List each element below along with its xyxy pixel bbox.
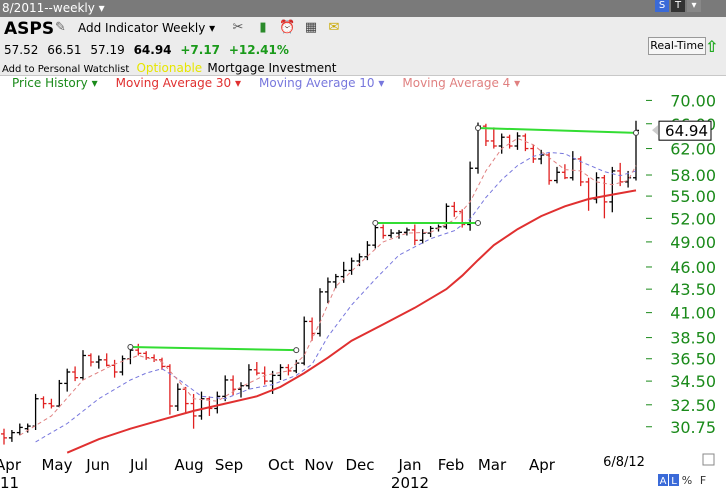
legend-item[interactable]: Moving Average 10 ▾ (247, 76, 385, 90)
add-watchlist-link[interactable]: Add to Personal Watchlist (2, 64, 130, 75)
crosshair-tools-icon[interactable]: ✂ (232, 20, 244, 35)
price-chart[interactable]: 70.0066.0062.0058.0055.0052.0049.0046.00… (0, 92, 726, 494)
period-selector[interactable]: 8/2011--weekly ▾ (2, 1, 105, 15)
arithmetic-button (658, 474, 668, 486)
change-pct-value: +12.41% (228, 43, 289, 57)
x-tick-label: Dec (345, 456, 374, 474)
indicator-legend: Price History ▾ Moving Average 30 ▾ Movi… (0, 76, 526, 90)
high-value: 66.51 (47, 43, 82, 57)
y-tick-label: 62.00 (670, 140, 716, 159)
period-bar[interactable]: 8/2011--weekly ▾ S T ▾ (0, 0, 726, 17)
t-icon[interactable]: T (671, 0, 685, 12)
y-tick-label: 55.00 (670, 187, 716, 206)
date-label: 6/8/12 (603, 455, 645, 470)
x-tick-label: Feb (438, 456, 465, 474)
y-tick-label: 52.00 (670, 209, 716, 228)
last-price-box (658, 120, 712, 141)
last-price-label: 64.94 (665, 122, 708, 140)
trendline-handle (372, 219, 379, 226)
alarm-clock-icon[interactable]: ⏰ (279, 20, 296, 35)
low-value: 57.19 (90, 43, 125, 57)
source-icons: S T ▾ (655, 0, 703, 12)
chart-toolbar: ASPS ✎ Add Indicator Weekly ▾ ✂ ▮ ⏰ ▦ ✉ … (0, 17, 726, 76)
y-tick-label: 58.00 (670, 166, 716, 185)
y-tick-label: 70.00 (670, 92, 716, 110)
y-tick-label: 32.50 (670, 396, 716, 415)
x-tick-label: Jan (397, 456, 421, 474)
log-button-label: L (671, 476, 677, 487)
quote-line: 57.52 66.51 57.19 64.94 +7.17 +12.41% (4, 43, 294, 57)
y-tick-label: 43.50 (670, 280, 716, 299)
trendline-handle (633, 129, 639, 136)
legend-item[interactable]: Moving Average 30 ▾ (103, 76, 241, 90)
add-indicator-button[interactable]: Add Indicator (78, 21, 159, 35)
x-tick-label: Oct (268, 456, 294, 474)
percent-button: % (682, 474, 692, 487)
legend-item[interactable]: Price History ▾ (0, 76, 98, 90)
arithmetic-button-label: A (660, 476, 667, 487)
x-tick-label: May (41, 456, 72, 474)
s-icon[interactable]: S (655, 0, 669, 12)
series-line (66, 189, 637, 454)
x-tick-label: Jun (85, 456, 109, 474)
notes-icon[interactable]: ✉ (328, 20, 340, 35)
up-arrow-icon: ⇧ (705, 37, 719, 56)
y-tick-label: 30.75 (670, 418, 716, 437)
x-tick-label: Aug (174, 456, 203, 474)
y-tick-label: 34.50 (670, 372, 716, 391)
chevron-down-icon[interactable]: ▾ (98, 1, 105, 15)
x-tick-label: Nov (304, 456, 333, 474)
x-tick-label: Mar (478, 456, 507, 474)
legend-item[interactable]: Moving Average 4 ▾ (390, 76, 521, 90)
last-value: 64.94 (133, 43, 172, 57)
last-price-pointer (652, 125, 658, 136)
pencil-icon (702, 453, 715, 466)
x-tick-label: Jul (129, 456, 148, 474)
x-tick-label: Apr (0, 456, 22, 474)
gear-icon[interactable]: ✎ (55, 20, 66, 35)
calculator-icon[interactable]: ▦ (304, 20, 318, 35)
x-tick-label: Apr (529, 456, 556, 474)
x-year-label: 2012 (391, 474, 429, 492)
chevron-down-icon: ▾ (209, 21, 216, 35)
y-tick-label: 46.00 (670, 258, 716, 277)
trendline-handle (475, 124, 481, 131)
interval-label: Weekly (162, 21, 206, 35)
open-value: 57.52 (4, 43, 39, 57)
trendline-handle (293, 347, 300, 354)
realtime-button[interactable]: Real-Time (648, 37, 706, 55)
log-button (669, 474, 679, 486)
fit-button: F (700, 474, 706, 487)
series-line (35, 151, 637, 443)
menu-icon[interactable]: ▾ (687, 0, 701, 12)
symbol-label[interactable]: ASPS (4, 19, 55, 39)
trendline-handle (475, 219, 481, 226)
x-tick-label: Sep (215, 456, 243, 474)
y-tick-label: 49.00 (670, 233, 716, 252)
trendline (130, 345, 297, 352)
interval-select[interactable]: Weekly ▾ (162, 21, 215, 35)
y-tick-label: 36.50 (670, 350, 716, 369)
y-tick-label: 38.50 (670, 329, 716, 348)
candlestick-icon[interactable]: ▮ (259, 20, 267, 35)
x-year-label: 11 (0, 474, 19, 492)
info-links: Add to Personal Watchlist Optionable Mor… (2, 61, 336, 75)
optionable-label: Optionable (136, 61, 203, 75)
trendline-handle (127, 343, 134, 350)
trendline (477, 126, 637, 134)
industry-label[interactable]: Mortgage Investment (207, 61, 337, 75)
y-tick-label: 41.00 (670, 304, 716, 323)
period-label: 8/2011--weekly (2, 1, 95, 15)
change-value: +7.17 (180, 43, 221, 57)
